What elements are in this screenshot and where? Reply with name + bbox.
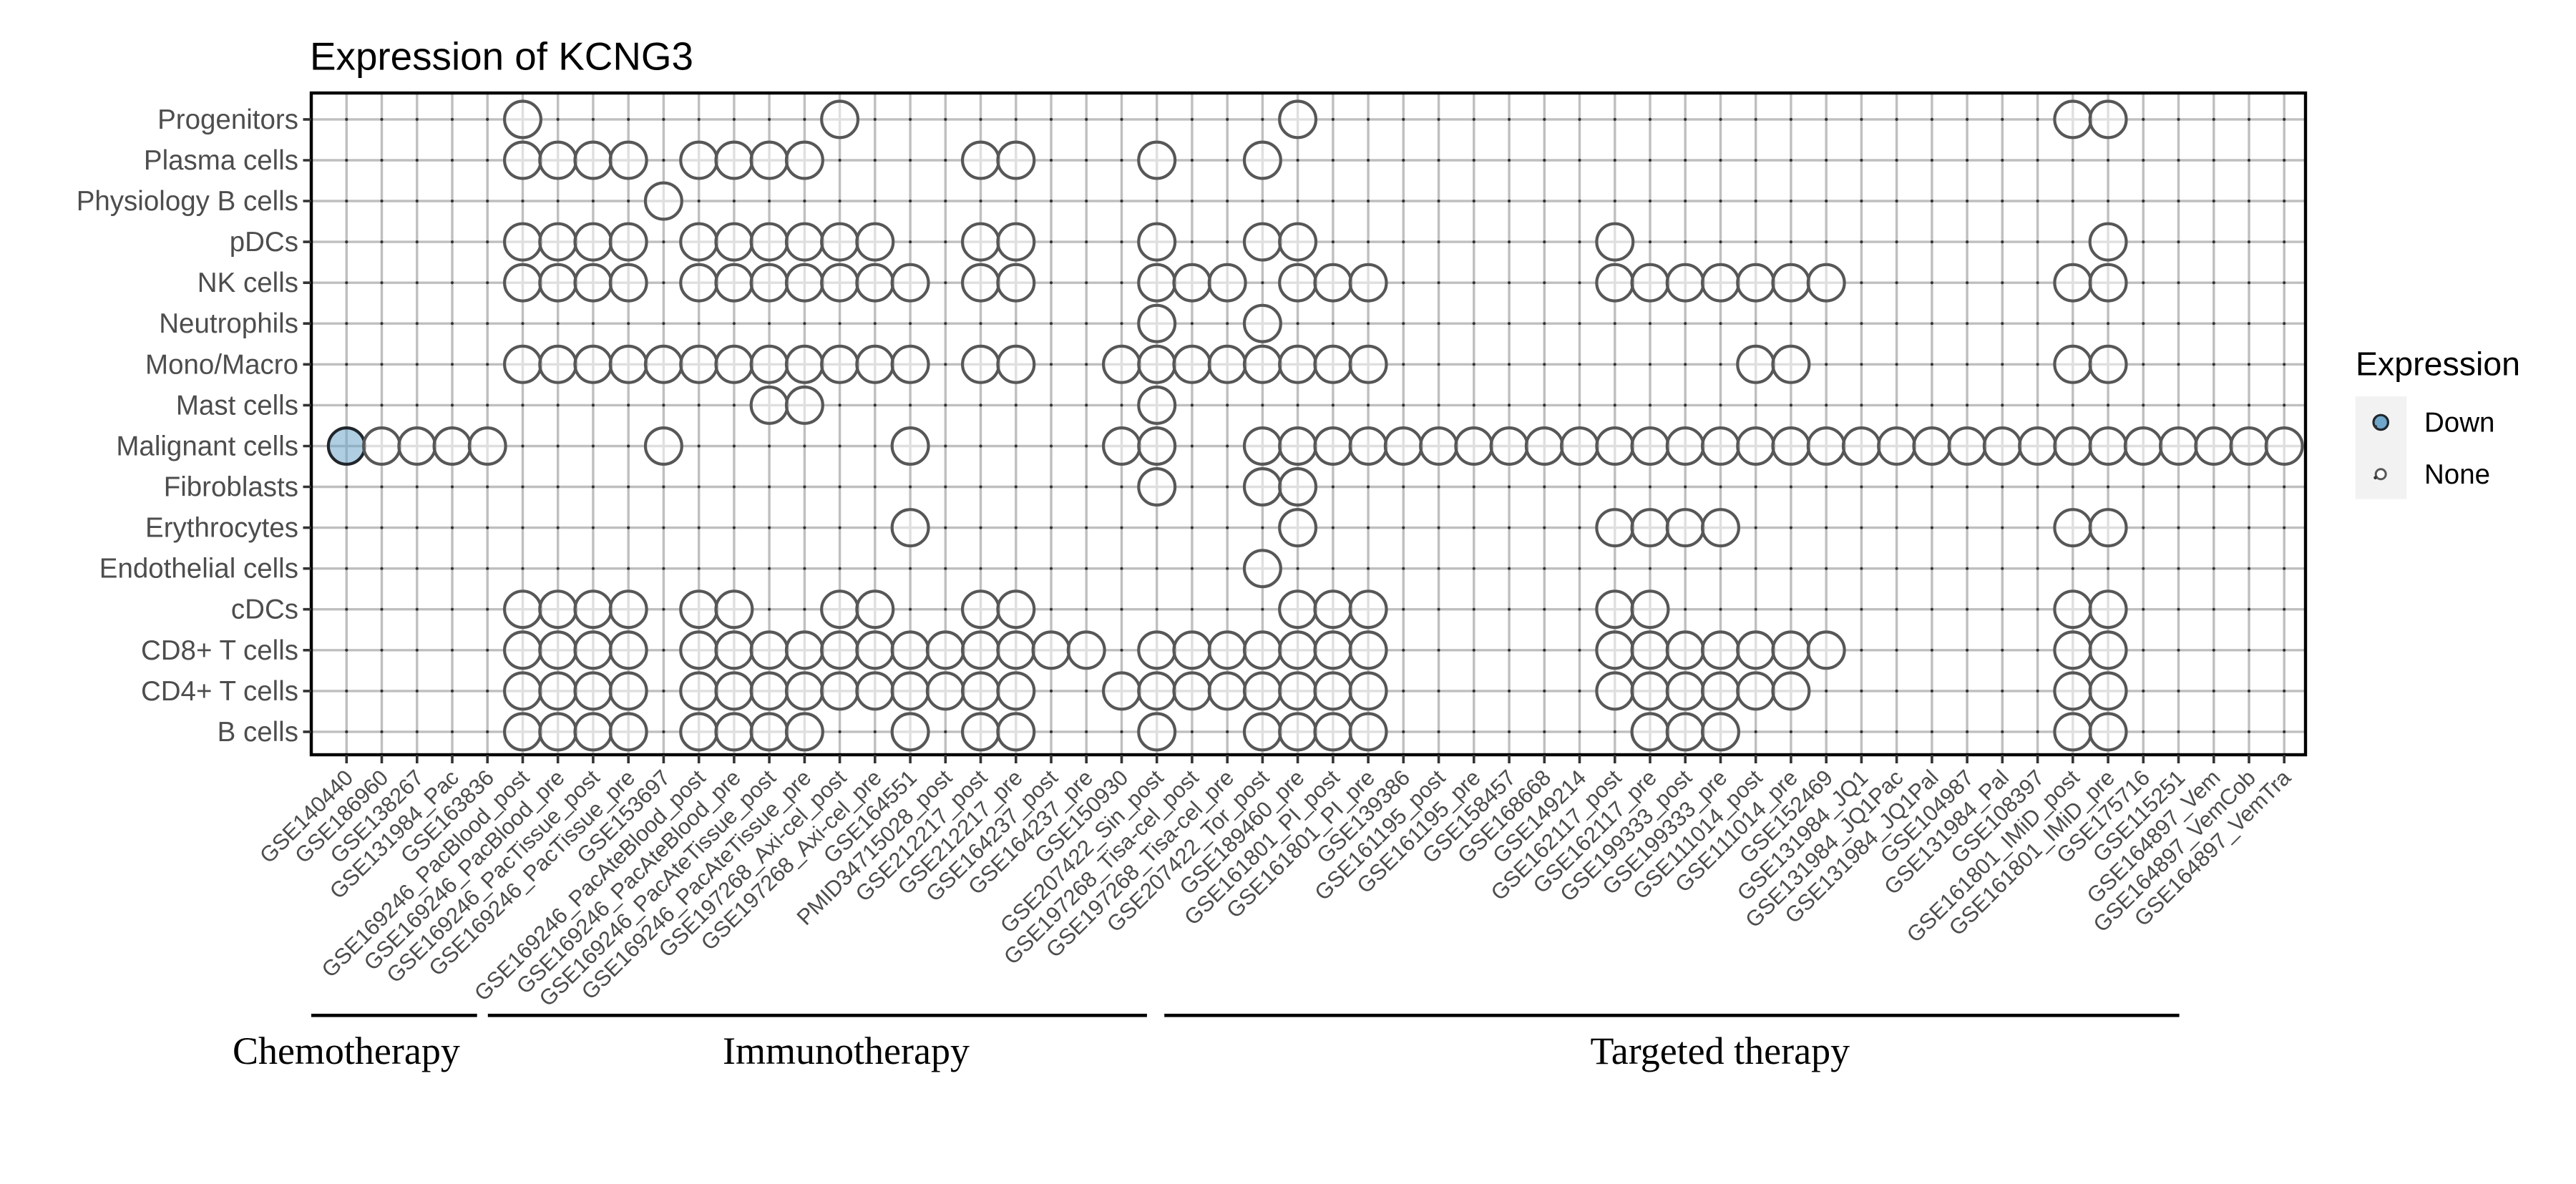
svg-text:Endothelial cells: Endothelial cells [99, 554, 298, 584]
svg-text:Physiology B cells: Physiology B cells [77, 186, 298, 217]
svg-text:cDCs: cDCs [231, 595, 298, 625]
svg-text:Expression of KCNG3: Expression of KCNG3 [310, 34, 693, 79]
svg-text:Down: Down [2424, 407, 2494, 438]
svg-text:Chemotherapy: Chemotherapy [233, 1029, 460, 1072]
svg-text:None: None [2424, 459, 2490, 490]
svg-text:CD4+ T cells: CD4+ T cells [141, 676, 298, 707]
svg-text:NK cells: NK cells [197, 268, 298, 298]
svg-text:Neutrophils: Neutrophils [159, 308, 298, 339]
svg-text:Progenitors: Progenitors [157, 104, 298, 135]
svg-text:Mono/Macro: Mono/Macro [145, 349, 298, 380]
svg-text:B cells: B cells [218, 717, 298, 748]
svg-text:Mast cells: Mast cells [176, 390, 298, 421]
svg-text:Immunotherapy: Immunotherapy [723, 1029, 970, 1072]
svg-text:pDCs: pDCs [230, 227, 298, 258]
svg-text:Expression: Expression [2356, 346, 2520, 383]
svg-text:Fibroblasts: Fibroblasts [164, 472, 298, 503]
svg-text:Malignant cells: Malignant cells [116, 431, 298, 462]
svg-text:Targeted therapy: Targeted therapy [1591, 1029, 1850, 1072]
svg-text:CD8+ T cells: CD8+ T cells [141, 635, 298, 666]
svg-text:Plasma cells: Plasma cells [144, 145, 298, 176]
svg-text:Erythrocytes: Erythrocytes [145, 513, 298, 544]
